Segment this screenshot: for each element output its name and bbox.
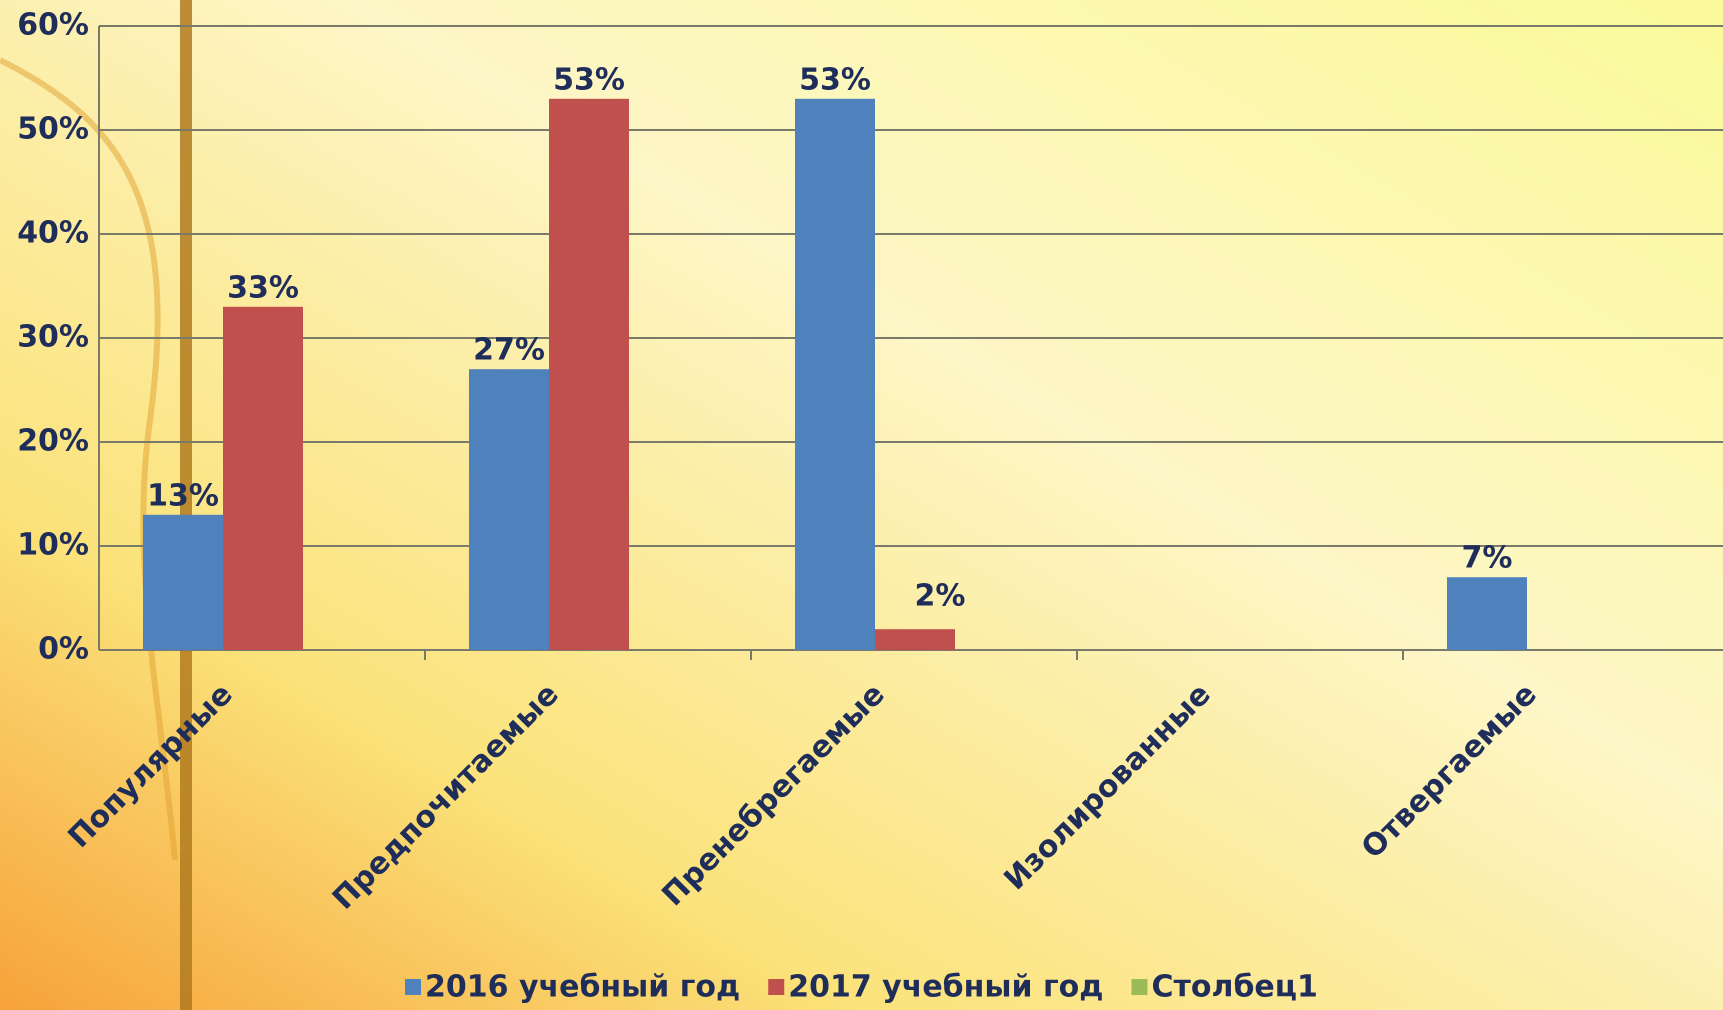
data-label: 27% [473,333,545,368]
y-tick-label: 40% [17,216,89,251]
legend-label: 2017 учебный год [788,970,1103,1005]
data-label: 53% [553,62,625,97]
bar [223,306,303,650]
data-label: 7% [1462,541,1513,576]
y-tick-label: 60% [17,8,89,43]
bar [795,98,875,651]
y-tick-label: 30% [17,320,89,355]
y-tick-label: 50% [17,112,89,147]
data-label: 33% [227,270,299,305]
legend-swatch [405,979,421,995]
legend-label: Столбец1 [1151,970,1317,1005]
data-label: 13% [147,478,219,513]
legend-label: 2016 учебный год [425,970,740,1005]
y-tick-label: 10% [17,528,89,563]
data-label: 2% [915,579,966,614]
decor-curve [0,57,178,861]
data-label: 53% [799,62,871,97]
decor-stripe [180,0,192,1010]
bar [549,98,629,651]
y-tick-label: 0% [38,632,89,667]
legend-swatch [768,979,785,995]
legend-swatch [1131,979,1148,995]
bar [875,629,955,650]
bar [469,369,549,650]
bar [143,514,223,650]
y-tick-label: 20% [17,424,89,459]
bar [1447,577,1527,650]
